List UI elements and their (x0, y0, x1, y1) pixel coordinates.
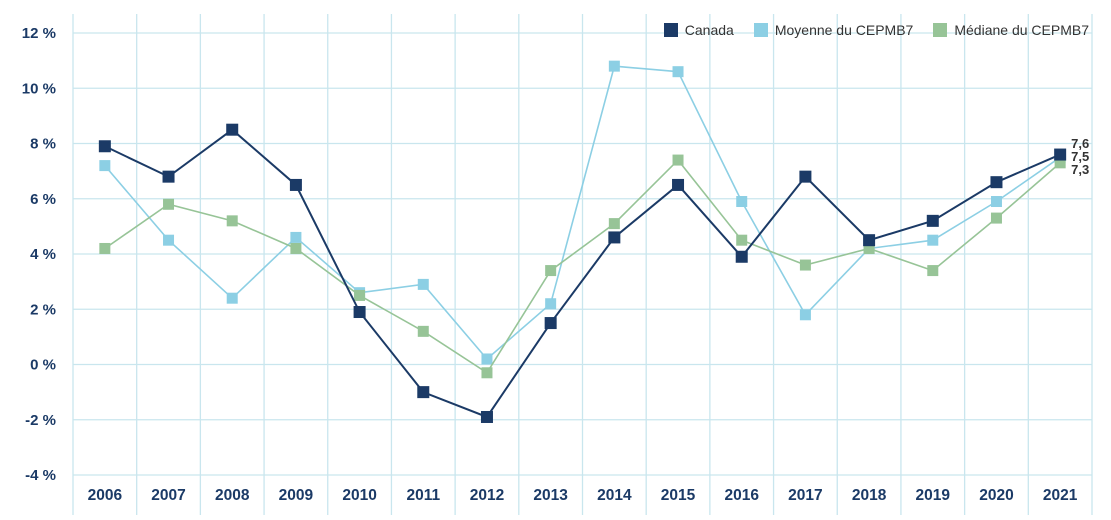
x-axis-tick-label: 2006 (88, 487, 123, 504)
end-value-label: 7,6 (1071, 136, 1089, 151)
x-axis-tick-label: 2016 (724, 487, 759, 504)
data-point-marker (481, 353, 493, 365)
legend-label-moyenne: Moyenne du CEPMB7 (774, 22, 914, 38)
series-line-0 (104, 128, 1061, 419)
data-point-marker (608, 60, 620, 72)
end-value-label: 7,5 (1071, 149, 1089, 164)
x-axis-tick-label: 2013 (533, 487, 568, 504)
data-point-marker (162, 170, 175, 183)
data-point-marker (927, 234, 939, 246)
data-point-marker (417, 278, 429, 290)
data-point-marker (545, 265, 557, 277)
data-point-marker (544, 317, 557, 330)
legend-item-mediane: Médiane du CEPMB7 (933, 22, 1089, 38)
data-point-marker (608, 231, 621, 244)
legend-swatch-mediane (933, 23, 948, 37)
data-point-marker (608, 218, 620, 230)
data-point-marker (417, 325, 429, 337)
legend-label-mediane: Médiane du CEPMB7 (954, 22, 1089, 38)
x-axis-tick-label: 2007 (151, 487, 185, 504)
data-point-marker (353, 306, 366, 319)
x-axis-tick-label: 2020 (979, 487, 1013, 504)
data-point-marker (672, 154, 684, 166)
chart-legend: Canada Moyenne du CEPMB7 Médiane du CEPM… (663, 22, 1089, 38)
y-axis-tick-label: 8 % (30, 136, 56, 153)
data-point-marker (927, 265, 939, 277)
y-axis-tick-label: -2 % (25, 412, 56, 429)
y-axis-tick-label: -4 % (25, 467, 56, 484)
data-point-marker (990, 212, 1002, 224)
x-axis-tick-label: 2012 (470, 487, 504, 504)
data-point-marker (926, 214, 939, 227)
series-line-1 (104, 65, 1061, 361)
x-axis-tick-label: 2019 (916, 487, 951, 504)
data-point-marker (290, 231, 302, 243)
legend-swatch-canada (663, 23, 678, 37)
data-point-marker (480, 410, 493, 423)
x-axis-tick-label: 2021 (1043, 487, 1078, 504)
data-point-marker (1054, 157, 1066, 169)
series-line-2 (104, 158, 1061, 374)
legend-item-moyenne: Moyenne du CEPMB7 (753, 22, 914, 38)
x-axis-tick-label: 2009 (279, 487, 314, 504)
data-point-marker (289, 178, 302, 191)
data-point-marker (799, 309, 811, 321)
data-point-marker (99, 160, 111, 172)
data-point-marker (990, 196, 1002, 208)
data-point-marker (736, 234, 748, 246)
data-point-marker (163, 198, 175, 210)
x-axis-tick-label: 2008 (215, 487, 250, 504)
data-point-marker (799, 170, 812, 183)
y-axis-tick-label: 6 % (30, 191, 56, 208)
data-point-marker (736, 196, 748, 208)
x-axis-tick-label: 2011 (406, 487, 440, 504)
data-point-marker (545, 298, 557, 310)
data-point-marker (672, 178, 685, 191)
data-point-marker (735, 250, 748, 263)
y-axis-tick-label: 10 % (22, 80, 56, 97)
data-point-marker (990, 176, 1003, 189)
x-axis-tick-label: 2015 (661, 487, 696, 504)
data-point-marker (672, 66, 684, 78)
data-point-marker (163, 234, 175, 246)
x-axis-tick-label: 2017 (788, 487, 822, 504)
end-value-label: 7,3 (1071, 162, 1089, 177)
x-axis-tick-label: 2014 (597, 487, 632, 504)
data-point-marker (481, 367, 493, 379)
data-point-marker (290, 242, 302, 254)
data-point-marker (226, 292, 238, 304)
data-point-marker (354, 289, 366, 301)
y-axis-tick-label: 12 % (22, 25, 56, 42)
data-point-marker (98, 140, 111, 153)
data-point-marker (863, 242, 875, 254)
y-axis-tick-label: 4 % (30, 246, 56, 263)
data-point-marker (417, 386, 430, 399)
data-point-marker (799, 259, 811, 271)
data-point-marker (99, 242, 111, 254)
data-point-marker (863, 234, 876, 247)
x-axis-tick-label: 2018 (852, 487, 887, 504)
y-axis-tick-label: 2 % (30, 301, 56, 318)
x-axis-tick-label: 2010 (342, 487, 376, 504)
legend-swatch-moyenne (753, 23, 768, 37)
data-point-marker (226, 123, 239, 136)
data-point-marker (1054, 148, 1067, 161)
legend-label-canada: Canada (684, 22, 734, 38)
data-point-marker (226, 215, 238, 227)
y-axis-tick-label: 0 % (30, 357, 56, 374)
legend-item-canada: Canada (663, 22, 734, 38)
